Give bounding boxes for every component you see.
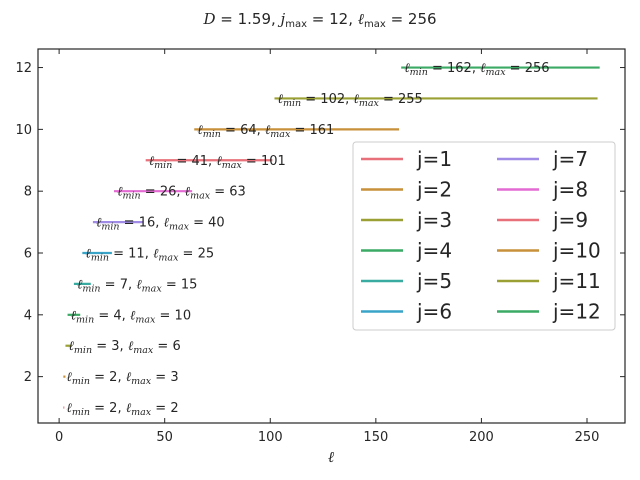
y-tick-label: 10 [15, 123, 32, 138]
x-tick-label: 150 [363, 430, 388, 445]
y-tick-label: 6 [24, 247, 32, 262]
plot-area [37, 48, 626, 424]
annotation-j12: ℓmin = 162, ℓmax = 256 [404, 61, 549, 78]
x-axis: 0 50 100 150 200 250 [55, 49, 599, 445]
legend-frame [352, 141, 616, 331]
x-tick-label: 50 [156, 430, 173, 445]
annotation-j2: ℓmin = 2, ℓmax = 3 [66, 370, 178, 387]
y-axis: 2 4 6 8 10 12 [15, 61, 625, 385]
y-tick-label: 8 [24, 185, 32, 200]
annotation-j10: ℓmin = 64, ℓmax = 161 [197, 123, 334, 140]
legend-label-j9: j=9 [552, 208, 588, 232]
series-lines [63, 66, 600, 409]
annotation-j9: ℓmin = 41, ℓmax = 101 [149, 154, 286, 171]
x-tick-label: 100 [258, 430, 283, 445]
x-tick-label: 200 [469, 430, 494, 445]
legend-label-j7: j=7 [552, 147, 588, 171]
legend-label-j11: j=11 [552, 269, 601, 293]
title-d-value: 1.59 [238, 10, 271, 28]
annotation-j3: ℓmin = 3, ℓmax = 6 [69, 339, 181, 356]
annotation-j7: ℓmin = 16, ℓmax = 40 [96, 216, 225, 233]
annotations: ℓmin = 2, ℓmax = 2 ℓmin = 2, ℓmax = 3 ℓmin… [66, 61, 549, 418]
legend-label-j3: j=3 [416, 208, 452, 232]
y-tick-label: 2 [24, 370, 32, 385]
title-lmax-value: 256 [408, 10, 437, 28]
annotation-j5: ℓmin = 7, ℓmax = 15 [77, 277, 197, 294]
legend-label-j2: j=2 [416, 178, 452, 202]
legend-label-j5: j=5 [416, 269, 452, 293]
y-tick-label: 12 [15, 61, 32, 76]
x-tick-label: 0 [55, 430, 63, 445]
annotation-j8: ℓmin = 26, ℓmax = 63 [117, 185, 246, 202]
legend-label-j4: j=4 [416, 239, 452, 263]
legend-label-j6: j=6 [416, 300, 452, 324]
legend-label-j10: j=10 [552, 239, 601, 263]
legend-label-j1: j=1 [416, 147, 452, 171]
title-jmax-value: 12 [329, 10, 348, 28]
y-tick-label: 4 [24, 308, 32, 323]
x-axis-label: ℓ [328, 448, 334, 466]
legend-label-j8: j=8 [552, 178, 588, 202]
svg-text:D = 1.59, jmax = 12, ℓmax =: D = 1.59, jmax = 12, ℓmax = 256 [202, 10, 436, 30]
legend: j=1 j=2 j=3 j=4 j=5 j=6 j=7 j=8 j=9 j=10 j=11 j=12 [352, 141, 616, 331]
annotation-j4: ℓmin = 4, ℓmax = 10 [71, 308, 191, 325]
legend-label-j12: j=12 [552, 300, 601, 324]
annotation-j1: ℓmin = 2, ℓmax = 2 [66, 401, 178, 418]
annotation-j11: ℓmin = 102, ℓmax = 255 [278, 92, 423, 109]
annotation-j6: ℓmin = 11, ℓmax = 25 [85, 247, 214, 264]
chart-title: D = 1.59, jmax = 12, ℓmax = 256 [202, 10, 436, 30]
x-tick-label: 250 [575, 430, 600, 445]
